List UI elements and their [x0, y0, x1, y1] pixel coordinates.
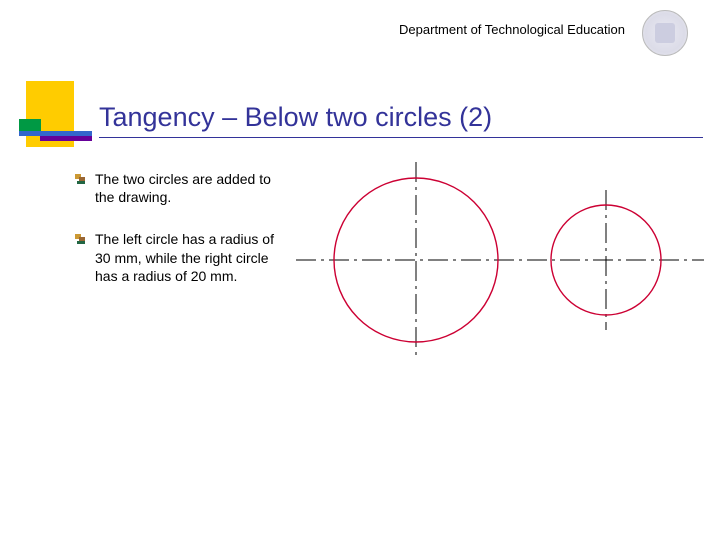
step-icon: [75, 174, 87, 184]
bullet-text: The two circles are added to the drawing…: [95, 170, 290, 206]
page-title: Tangency – Below two circles (2): [99, 102, 492, 133]
department-label: Department of Technological Education: [399, 22, 625, 37]
tangency-diagram: [290, 150, 710, 375]
list-item: The two circles are added to the drawing…: [75, 170, 290, 206]
accent-block-purple: [40, 136, 92, 141]
list-item: The left circle has a radius of 30 mm, w…: [75, 230, 290, 285]
title-underline: [99, 137, 703, 138]
step-icon: [75, 234, 87, 244]
seal-icon: [642, 10, 688, 56]
accent-block-green: [19, 119, 41, 131]
bullet-text: The left circle has a radius of 30 mm, w…: [95, 230, 290, 285]
bullet-list: The two circles are added to the drawing…: [75, 170, 290, 309]
